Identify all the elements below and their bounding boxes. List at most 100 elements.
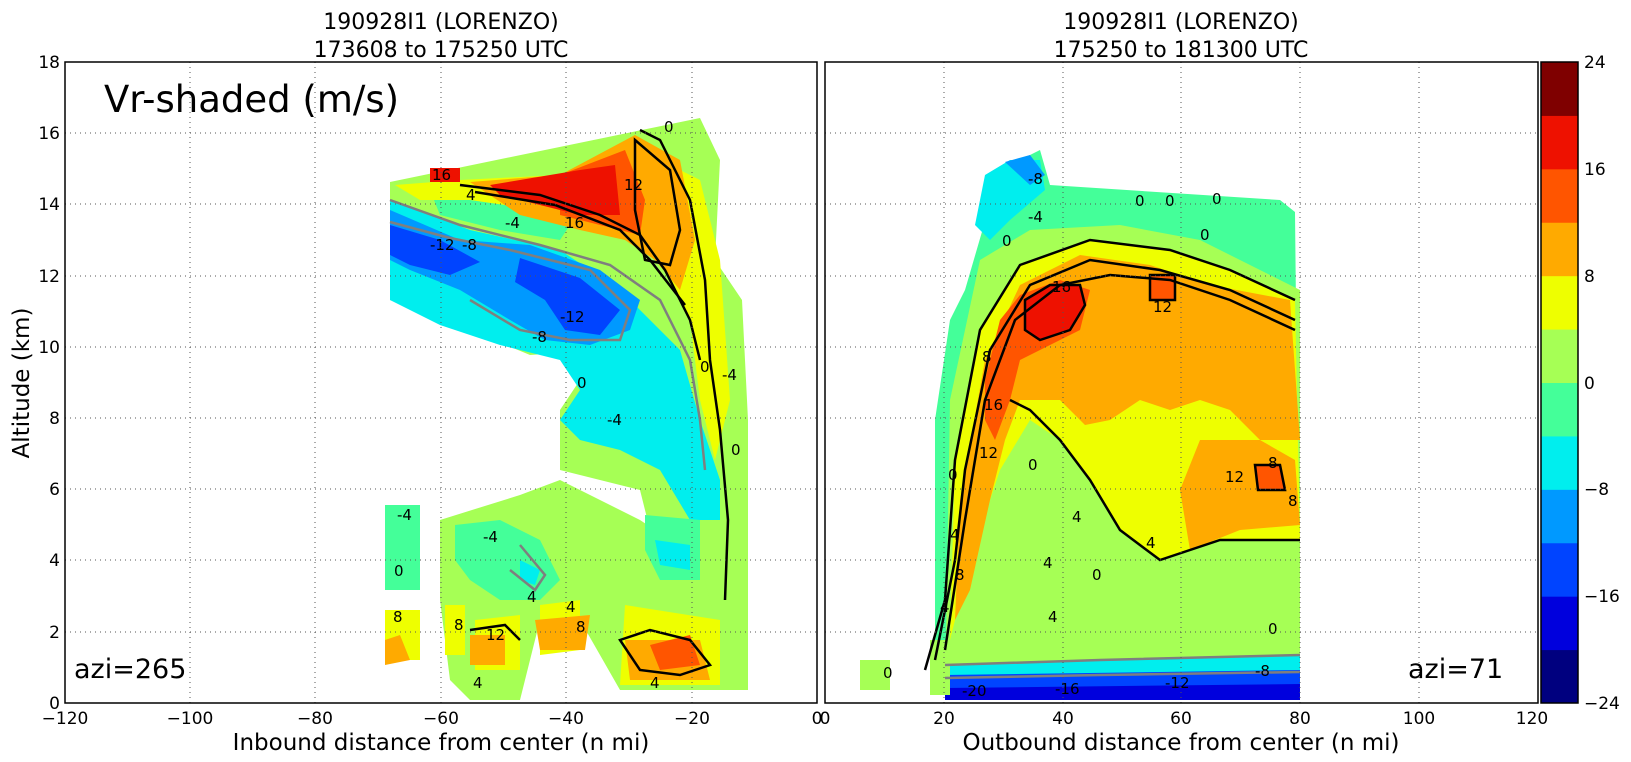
right-title-line1: 190928I1 (LORENZO) (1063, 10, 1298, 35)
colorbar-band (1541, 62, 1578, 116)
y-tick-label: 0 (49, 694, 60, 714)
y-tick-label: 14 (38, 195, 60, 215)
left-azimuth-label: azi=265 (74, 654, 186, 685)
right-field-edge-green (860, 640, 950, 695)
right-contour-label: 0 (1092, 566, 1102, 584)
right-contour-label: 0 (1212, 190, 1222, 208)
left-contour-label: -4 (505, 214, 520, 232)
right-panel: -8 -4 0 0 0 0 0 16 12 8 16 12 0 4 0 4 0 … (820, 61, 1548, 756)
right-contour-label: -20 (962, 682, 987, 700)
right-contour-neg (944, 653, 1301, 667)
left-field-lower-orange (385, 615, 710, 680)
x-tick-label: 40 (1052, 709, 1074, 729)
left-field-lower-teal (385, 505, 700, 600)
y-tick-label: 12 (38, 267, 60, 287)
colorbar-tick-label: 16 (1584, 160, 1606, 180)
right-grid (825, 62, 1538, 703)
colorbar-band (1541, 542, 1578, 597)
right-contour-12 (1148, 273, 1287, 492)
right-field (860, 150, 1300, 700)
left-x-ticks: −120 −100 −80 −60 −40 −20 0 (42, 709, 823, 729)
left-y-ticks: 0 2 4 6 8 10 12 14 16 18 (38, 53, 60, 714)
right-contour-label: 8 (982, 348, 992, 366)
left-contour-label: -8 (462, 236, 477, 254)
x-tick-label: 120 (1516, 709, 1548, 729)
x-tick-label: −120 (42, 709, 89, 729)
x-tick-label: 20 (933, 709, 955, 729)
right-contour-label: -8 (1028, 170, 1043, 188)
left-contour-labels: 16 4 -4 16 12 -12 -8 -12 -8 0 -4 0 0 -4 … (393, 118, 741, 692)
right-contour-label: 0 (1028, 456, 1038, 474)
left-contour-label: 16 (565, 214, 584, 232)
left-contour-label: 12 (624, 176, 643, 194)
colorbar-band (1541, 382, 1578, 437)
left-contour-neg2 (389, 220, 632, 342)
right-field-blue-top (1005, 155, 1045, 185)
colorbar-band (1541, 168, 1578, 223)
left-contour-label: 0 (394, 562, 404, 580)
right-contour-label: 8 (1288, 492, 1298, 510)
x-tick-label: 0 (812, 709, 823, 729)
left-contour-label: 8 (454, 616, 464, 634)
left-contour-label: 8 (576, 618, 586, 636)
left-contour-low (618, 628, 713, 677)
x-tick-label: −80 (297, 709, 333, 729)
right-contour-label: 0 (1200, 226, 1210, 244)
right-field-red (1025, 285, 1085, 340)
right-contour-label: 4 (1072, 508, 1082, 526)
left-axes-frame (64, 61, 818, 704)
colorbar-band (1541, 222, 1578, 277)
right-contour-label: 0 (1002, 232, 1012, 250)
right-contour-label: 8 (1268, 454, 1278, 472)
right-contour-label: 4 (1043, 554, 1053, 572)
left-field-blue (390, 225, 620, 335)
left-contour-label: 4 (527, 588, 537, 606)
left-field-lower-cyan (520, 540, 690, 585)
left-contour-label: -8 (532, 328, 547, 346)
right-contour-16 (1023, 283, 1087, 342)
x-tick-label: 80 (1289, 709, 1311, 729)
left-contour-label: -12 (560, 308, 585, 326)
right-axes-frame (824, 61, 1539, 704)
right-contour-label: -4 (1028, 208, 1043, 226)
colorbar-band (1541, 489, 1578, 544)
right-contour-label: -16 (1055, 680, 1080, 698)
colorbar-band (1541, 649, 1578, 704)
left-contour-label: -4 (483, 528, 498, 546)
left-contour-pos3 (633, 137, 682, 267)
x-tick-label: −100 (167, 709, 214, 729)
left-contour-label: 16 (432, 166, 451, 184)
colorbar-tick-label: −24 (1584, 694, 1620, 714)
right-contour-labels: -8 -4 0 0 0 0 0 16 12 8 16 12 0 4 0 4 0 … (883, 170, 1298, 700)
y-tick-label: 8 (49, 409, 60, 429)
right-title-line2: 175250 to 181300 UTC (1054, 38, 1309, 63)
y-tick-label: 4 (49, 551, 60, 571)
right-contour-neg2 (944, 670, 1301, 680)
right-contours (923, 238, 1301, 680)
left-contour-label: 0 (731, 441, 741, 459)
left-contour-label: -4 (607, 411, 622, 429)
y-tick-label: 2 (49, 623, 60, 643)
x-tick-label: −20 (674, 709, 710, 729)
left-contour-label: 4 (650, 674, 660, 692)
left-contour-label: -4 (722, 366, 737, 384)
x-tick-label: −40 (548, 709, 584, 729)
right-contour-inner (1009, 398, 1300, 562)
right-contour-label: 0 (1268, 620, 1278, 638)
right-contour-label: -8 (1255, 662, 1270, 680)
right-field-bottom-navy (945, 684, 1300, 700)
y-tick-label: 6 (49, 480, 60, 500)
right-contour-label: 4 (940, 598, 950, 616)
right-contour-zero (923, 238, 1296, 671)
right-contour-label: 0 (1165, 192, 1175, 210)
left-panel: 16 4 -4 16 12 -12 -8 -12 -8 0 -4 0 0 -4 … (9, 53, 822, 756)
right-contour-label: 0 (948, 466, 958, 484)
x-tick-label: −60 (423, 709, 459, 729)
right-x-axis-label: Outbound distance from center (n mi) (963, 730, 1400, 756)
x-tick-label: 100 (1403, 709, 1435, 729)
left-contour-label: -4 (397, 506, 412, 524)
right-contour-4 (933, 258, 1296, 661)
colorbar-frame (1540, 61, 1579, 704)
right-contour-label: 0 (883, 664, 893, 682)
